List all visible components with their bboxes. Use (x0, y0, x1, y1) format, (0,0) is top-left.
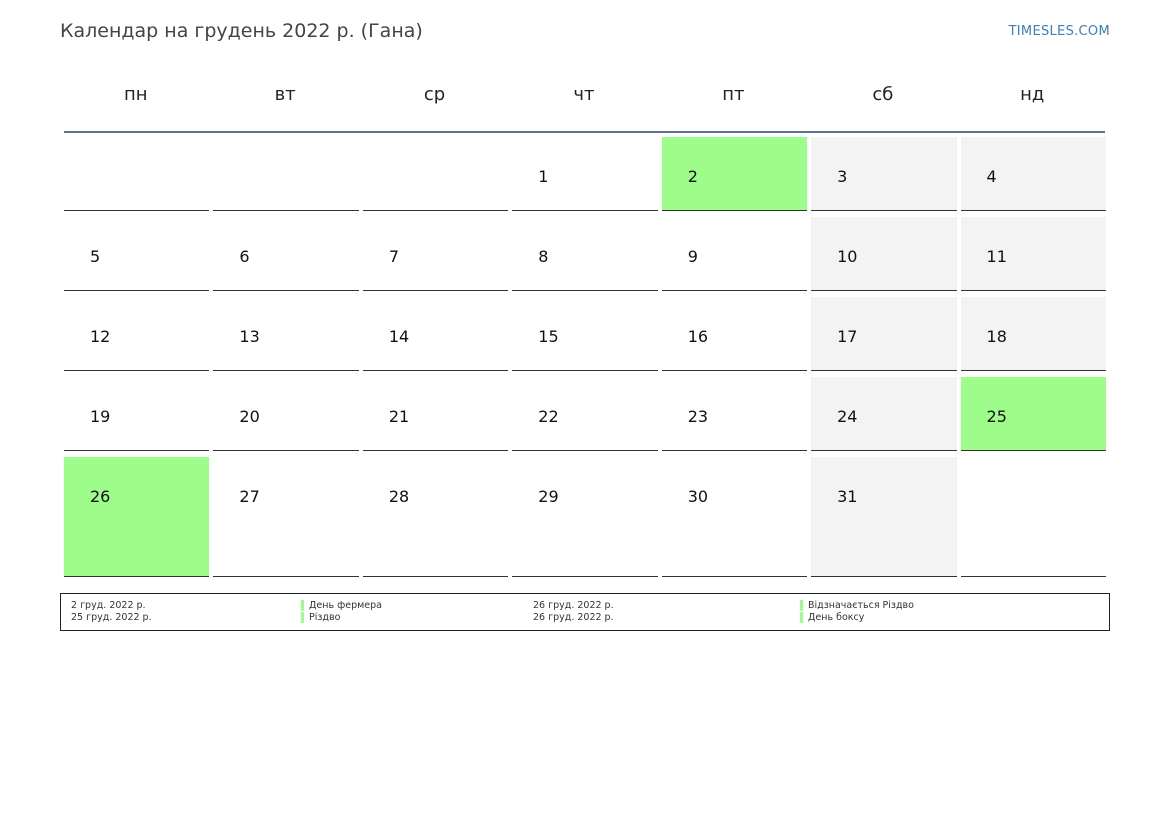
legend-color-marker (301, 600, 304, 611)
day-number: 14 (388, 327, 410, 346)
day-cell: 5 (64, 217, 210, 291)
day-number: 25 (986, 407, 1007, 426)
day-cell: 2 (661, 137, 808, 211)
day-number: 18 (986, 327, 1007, 346)
day-number: 10 (837, 247, 858, 266)
weekday-header: пн вт ср чт пт сб нд (62, 84, 1108, 105)
day-cell: 19 (64, 377, 210, 451)
legend-holiday-name: День боксу (808, 612, 865, 623)
day-cell: 26 (64, 457, 210, 577)
day-number: 20 (239, 407, 260, 426)
week-row: 1 2 3 4 (62, 137, 1108, 217)
header-divider (64, 131, 1105, 133)
day-cell-empty (960, 457, 1106, 577)
day-cell: 31 (811, 457, 957, 577)
day-cell: 28 (362, 457, 509, 577)
day-cell: 27 (213, 457, 359, 577)
brand-link[interactable]: TIMESLES.COM (1008, 24, 1110, 39)
day-cell: 13 (213, 297, 359, 371)
day-number: 12 (90, 327, 111, 346)
day-cell: 16 (661, 297, 808, 371)
day-cell: 10 (811, 217, 957, 291)
legend-date: 25 груд. 2022 р. (71, 612, 152, 623)
legend-color-marker (800, 612, 803, 623)
day-number: 3 (837, 167, 848, 186)
day-cell: 25 (960, 377, 1106, 451)
day-cell: 3 (811, 137, 957, 211)
day-cell: 23 (661, 377, 808, 451)
day-number: 13 (239, 327, 260, 346)
day-cell: 14 (362, 297, 509, 371)
legend-date: 26 груд. 2022 р. (533, 612, 614, 623)
legend-date: 26 груд. 2022 р. (533, 600, 614, 611)
week-row: 5 6 7 8 9 10 11 (62, 217, 1108, 297)
day-number: 4 (986, 167, 997, 186)
weekday-label: чт (573, 84, 595, 105)
week-row: 12 13 14 15 16 17 18 (62, 297, 1108, 377)
day-number: 17 (837, 327, 858, 346)
day-number: 19 (90, 407, 111, 426)
day-cell: 29 (512, 457, 658, 577)
day-cell-empty (64, 137, 210, 211)
day-cell: 11 (960, 217, 1106, 291)
legend-holiday-name: Різдво (309, 612, 341, 623)
day-number: 24 (837, 407, 858, 426)
legend-holiday-name: Відзначається Різдво (808, 600, 914, 611)
day-number: 16 (687, 327, 709, 346)
day-cell: 4 (960, 137, 1106, 211)
day-number: 21 (388, 407, 410, 426)
week-row: 19 20 21 22 23 24 25 (62, 377, 1108, 457)
day-cell: 17 (811, 297, 957, 371)
day-cell: 18 (960, 297, 1106, 371)
day-number: 30 (687, 487, 709, 506)
day-number: 1 (538, 167, 549, 186)
day-number: 8 (538, 247, 549, 266)
calendar-grid: 1 2 3 4 5 6 7 8 9 10 11 12 13 14 15 16 17 18 19 20 21 22 23 24 2… (62, 137, 1108, 583)
weekday-label: нд (1020, 84, 1045, 105)
page-title: Календар на грудень 2022 р. (Гана) (60, 20, 423, 42)
day-cell: 21 (362, 377, 509, 451)
day-number: 2 (687, 167, 698, 186)
day-cell: 30 (661, 457, 808, 577)
day-cell: 15 (512, 297, 658, 371)
day-cell: 12 (64, 297, 210, 371)
day-cell: 22 (512, 377, 658, 451)
day-cell: 7 (362, 217, 509, 291)
legend-color-marker (800, 600, 803, 611)
day-number: 29 (538, 487, 559, 506)
day-number: 7 (388, 247, 400, 266)
legend-holiday-name: День фермера (309, 600, 382, 611)
day-cell: 9 (661, 217, 808, 291)
day-number: 6 (239, 247, 250, 266)
weekday-label: пн (123, 84, 148, 105)
legend-color-marker (301, 612, 304, 623)
day-cell: 8 (512, 217, 658, 291)
day-cell: 20 (213, 377, 359, 451)
day-number: 5 (90, 247, 101, 266)
day-cell: 1 (512, 137, 658, 211)
holiday-legend: 2 груд. 2022 р. День фермера 25 груд. 2022… (60, 593, 1110, 631)
day-number: 27 (239, 487, 260, 506)
day-cell: 24 (811, 377, 957, 451)
day-number: 28 (388, 487, 410, 506)
weekday-label: сб (872, 84, 894, 105)
day-cell-empty (213, 137, 359, 211)
day-number: 23 (687, 407, 709, 426)
weekday-label: ср (423, 84, 446, 105)
day-number: 26 (90, 487, 111, 506)
day-number: 11 (986, 247, 1007, 266)
weekday-label: пт (722, 84, 745, 105)
day-number: 31 (837, 487, 858, 506)
day-number: 22 (538, 407, 559, 426)
day-cell-empty (362, 137, 509, 211)
day-number: 15 (538, 327, 559, 346)
week-row: 26 27 28 29 30 31 (62, 457, 1108, 583)
legend-date: 2 груд. 2022 р. (71, 600, 146, 611)
weekday-label: вт (274, 84, 296, 105)
day-number: 9 (687, 247, 698, 266)
day-cell: 6 (213, 217, 359, 291)
